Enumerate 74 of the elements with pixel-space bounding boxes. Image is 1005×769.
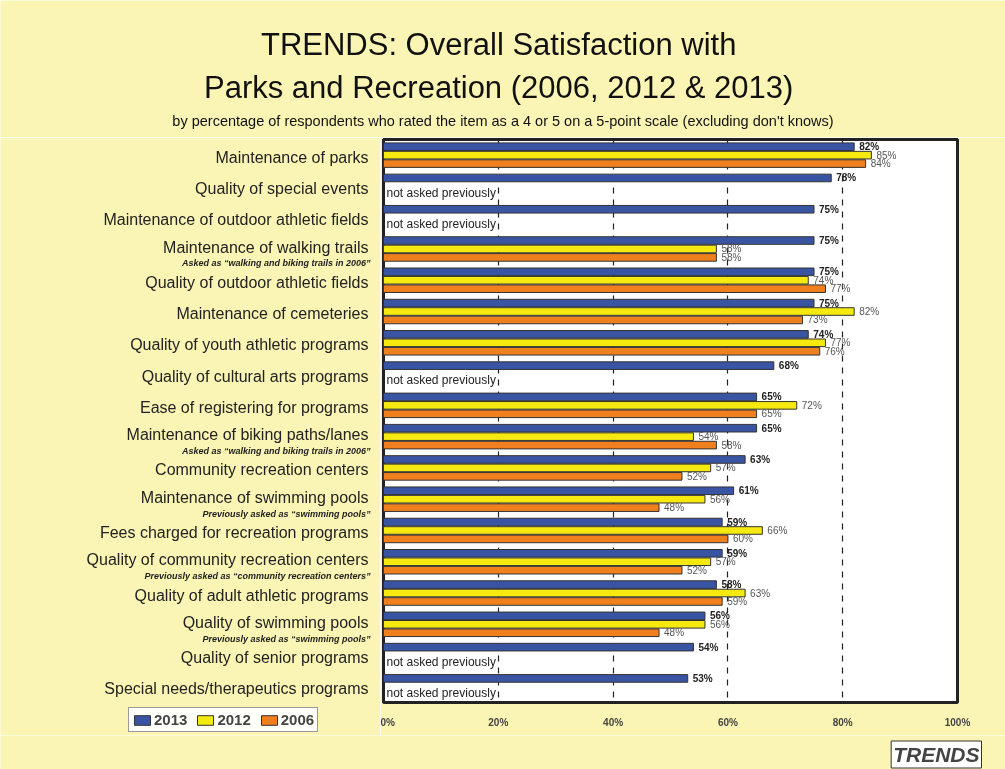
data-label: 58% (721, 439, 742, 451)
x-tick-label: 0% (380, 716, 396, 728)
data-label: 54% (698, 431, 719, 443)
y-tick-label: Quality of cultural arts programs (141, 367, 369, 385)
data-label: 65% (761, 391, 782, 403)
data-label: 78% (836, 172, 857, 184)
data-label: 75% (819, 297, 840, 309)
y-tick-label: Maintenance of outdoor athletic fields (103, 211, 369, 229)
data-label: 65% (761, 408, 782, 420)
bar (383, 204, 815, 214)
data-label: 54% (698, 641, 719, 653)
data-label: 66% (767, 524, 788, 536)
data-label: 60% (732, 533, 754, 545)
y-tick-label: Quality of senior programs (180, 649, 369, 667)
y-tick-label: Ease of registering for programs (139, 398, 369, 416)
y-tick-label: Maintenance of cemeteries (176, 305, 369, 323)
data-label: 84% (870, 158, 891, 170)
data-label: 56% (709, 493, 731, 505)
y-tick-label: Maintenance of parks (215, 148, 369, 166)
category-label: Maintenance of swimming pools Previously asked as “swimming pools” (140, 488, 371, 519)
category-label: Maintenance of biking paths/lanes Asked as “walking and biking trails in 2006” (126, 426, 371, 457)
text: not asked previously (386, 373, 496, 388)
data-label: 52% (686, 564, 708, 576)
data-label: 59% (727, 595, 748, 607)
data-label: 65% (761, 422, 782, 434)
data-label: 73% (807, 314, 828, 326)
data-label: 61% (738, 485, 759, 497)
data-label: 77% (830, 283, 851, 295)
data-label: 75% (819, 235, 840, 247)
y-tick-label: Quality of youth athletic programs (130, 336, 369, 354)
y-tick-label: Special needs/therapeutics programs (104, 680, 369, 698)
data-label: 52% (686, 470, 708, 482)
data-label: 59% (727, 516, 748, 528)
data-label: 58% (721, 579, 742, 591)
y-tick-label: Quality of special events (195, 179, 369, 197)
data-label: 59% (727, 547, 748, 559)
data-label: 58% (721, 251, 742, 263)
y-tick-label: Quality of outdoor athletic fields (145, 273, 369, 291)
data-label: 74% (813, 328, 834, 340)
chart-title: TRENDS: Overall Satisfaction with Parks and Recreation (2006, 2012 & 2013) (204, 26, 794, 106)
data-label: 57% (715, 462, 736, 474)
data-label: 63% (750, 453, 771, 465)
text: TRENDS (893, 743, 980, 766)
x-tick-label: 60% (717, 716, 739, 728)
data-label: 68% (778, 360, 799, 372)
category-label: Quality of community recreation centers Previously asked as “community recreation centers” (86, 551, 371, 582)
chart-subtitle: by percentage of respondents who rated the item as a 4 or 5 on a 5-point scale (excluding don't knows) (172, 112, 834, 129)
legend-label: 2006 (280, 711, 315, 728)
x-tick-label: 100% (944, 716, 971, 728)
x-tick-label: 40% (603, 716, 624, 728)
data-label: 75% (819, 203, 840, 215)
text: not asked previously (386, 216, 496, 231)
text: not asked previously (386, 185, 496, 200)
data-label: 63% (750, 587, 771, 599)
legend-label: 2013 (154, 711, 188, 728)
category-label: Maintenance of walking trails Asked as “walking and biking trails in 2006” (163, 238, 371, 269)
data-label: 72% (801, 399, 822, 411)
y-tick-label: Community recreation centers (155, 461, 369, 479)
data-label: 82% (859, 306, 880, 318)
bar (383, 173, 832, 183)
x-tick-label: 80% (832, 716, 853, 728)
data-label: 48% (664, 502, 685, 514)
x-tick-label: 20% (488, 716, 509, 728)
y-tick-label: Quality of adult athletic programs (134, 586, 369, 604)
bar (383, 674, 689, 683)
text: not asked previously (386, 654, 496, 669)
bar (383, 642, 694, 652)
text: not asked previously (386, 686, 496, 701)
data-label: 53% (692, 672, 713, 684)
y-tick-label: Fees charged for recreation programs (99, 523, 369, 541)
data-label: 48% (664, 627, 685, 639)
legend-label: 2012 (217, 711, 251, 728)
bar (383, 361, 775, 370)
category-label: Quality of swimming pools Previously asked as “swimming pools” (182, 614, 371, 644)
